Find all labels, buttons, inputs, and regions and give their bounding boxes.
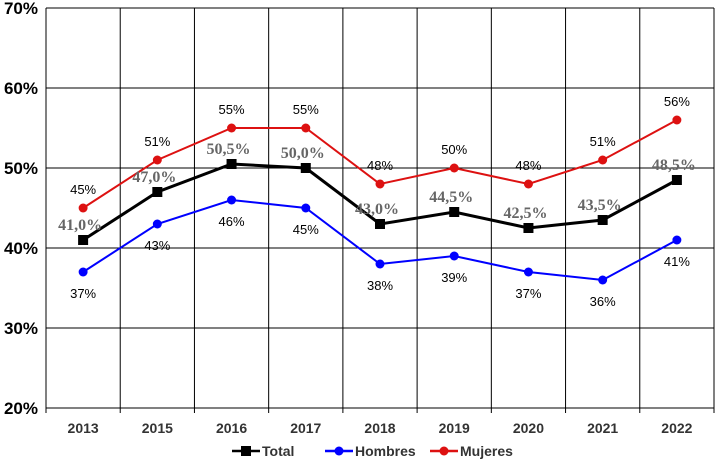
data-label: 42,5% (503, 205, 547, 222)
data-point (598, 155, 608, 165)
data-label: 50,5% (207, 141, 251, 158)
data-label: 39% (441, 270, 467, 285)
data-point (523, 223, 534, 233)
data-point (78, 267, 88, 277)
legend-marker (241, 446, 251, 456)
data-point (672, 115, 682, 125)
x-axis-tick-labels: 2013 2015 2016 2017 2018 2019 2020 2021 2022 (68, 420, 693, 436)
data-point (301, 123, 311, 133)
legend-label: Hombres (355, 443, 416, 459)
data-label: 46% (219, 214, 245, 229)
legend-marker (334, 446, 344, 456)
series-lines (78, 115, 682, 285)
data-point (375, 259, 385, 269)
data-label: 48% (367, 158, 393, 173)
data-label: 50,0% (281, 145, 325, 162)
x-tick-label: 2019 (439, 420, 470, 436)
data-label: 43,0% (355, 201, 399, 218)
data-point (449, 251, 459, 261)
x-tick-label: 2021 (587, 420, 618, 436)
data-label: 50% (441, 142, 467, 157)
y-tick-label: 70% (4, 0, 38, 18)
data-point (597, 215, 608, 225)
data-point (375, 179, 385, 189)
data-point (300, 163, 311, 173)
data-label: 55% (293, 102, 319, 117)
data-label: 36% (590, 294, 616, 309)
data-point (152, 187, 163, 197)
y-tick-label: 30% (4, 319, 38, 338)
data-label: 48% (515, 158, 541, 173)
data-label: 44,5% (429, 189, 473, 206)
data-label: 47,0% (132, 169, 176, 186)
data-point (227, 195, 237, 205)
data-label: 56% (664, 94, 690, 109)
y-tick-label: 60% (4, 79, 38, 98)
data-point (598, 275, 608, 285)
x-tick-label: 2016 (216, 420, 247, 436)
legend-label: Total (262, 443, 294, 459)
y-tick-label: 40% (4, 239, 38, 258)
data-point (449, 207, 460, 217)
data-label: 48,5% (652, 157, 696, 174)
data-label: 45% (70, 182, 96, 197)
y-tick-label: 20% (4, 399, 38, 418)
x-tick-label: 2013 (68, 420, 99, 436)
data-point (671, 175, 682, 185)
data-label: 55% (219, 102, 245, 117)
data-label: 37% (70, 286, 96, 301)
x-tick-label: 2018 (364, 420, 395, 436)
y-axis-tick-labels: 20% 30% 40% 50% 60% 70% (4, 0, 38, 418)
x-tick-label: 2015 (142, 420, 173, 436)
legend-label: Mujeres (460, 443, 513, 459)
data-label: 51% (590, 134, 616, 149)
x-tick-label: 2022 (661, 420, 692, 436)
legend: Total Hombres Mujeres (232, 443, 513, 459)
data-label: 43% (144, 238, 170, 253)
data-point (523, 267, 533, 277)
x-tick-label: 2020 (513, 420, 544, 436)
data-point (152, 219, 162, 229)
data-point (301, 203, 311, 213)
data-point (672, 235, 682, 245)
data-label: 37% (515, 286, 541, 301)
data-point (152, 155, 162, 165)
data-point (78, 235, 89, 245)
grid-lines (45, 7, 715, 413)
data-label: 41,0% (58, 217, 102, 234)
data-labels: 45% 51% 55% 55% 48% 50% 48% 51% 56% 37% 43% 46% 45% 3… (58, 94, 696, 309)
data-point (375, 219, 385, 229)
y-tick-label: 50% (4, 159, 38, 178)
data-point (523, 179, 533, 189)
data-point (449, 163, 459, 173)
data-label: 41% (664, 254, 690, 269)
data-point (226, 159, 237, 169)
data-label: 51% (144, 134, 170, 149)
data-label: 45% (293, 222, 319, 237)
data-point (78, 203, 88, 213)
data-label: 38% (367, 278, 393, 293)
data-label: 43,5% (578, 197, 622, 214)
data-point (227, 123, 237, 133)
x-tick-label: 2017 (290, 420, 321, 436)
legend-marker (439, 446, 449, 456)
